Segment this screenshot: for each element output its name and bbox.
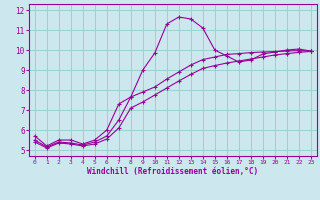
X-axis label: Windchill (Refroidissement éolien,°C): Windchill (Refroidissement éolien,°C) (87, 167, 258, 176)
